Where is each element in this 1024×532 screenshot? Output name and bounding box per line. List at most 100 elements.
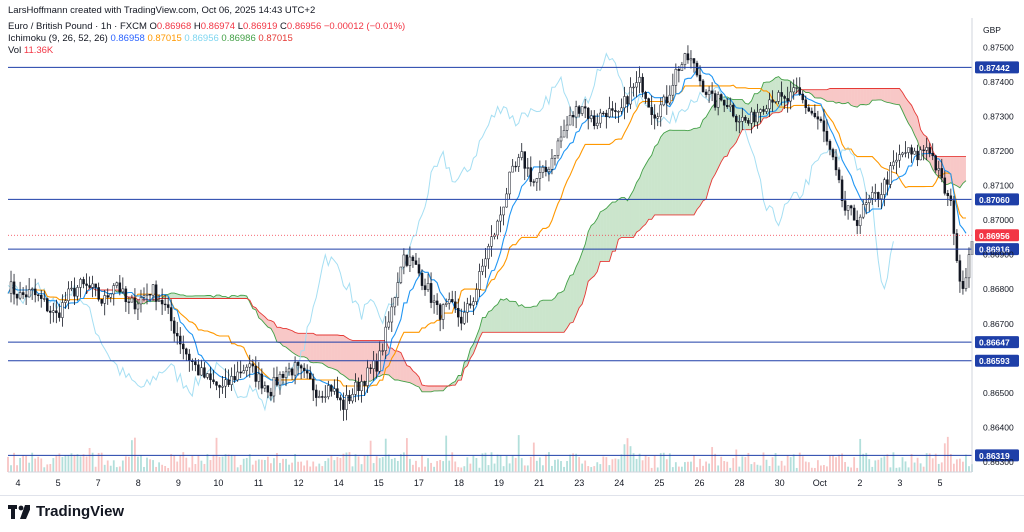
symbol-name[interactable]: Euro / British Pound · 1h · FXCM [8, 21, 147, 32]
candle-body [64, 300, 67, 303]
candle-body [496, 220, 499, 236]
volume-bar [421, 455, 423, 472]
candle-body [629, 86, 632, 105]
volume-bar [82, 454, 85, 472]
cloud-segment [854, 88, 858, 108]
candle-body [293, 362, 297, 376]
candle-body [399, 266, 403, 283]
candle-body [266, 385, 270, 393]
candle-body [466, 303, 469, 313]
candle-body [508, 171, 511, 195]
volume-bar [46, 464, 49, 472]
y-tick-label: 0.87000 [983, 215, 1014, 225]
candle-body [490, 236, 493, 247]
volume-bar [841, 453, 843, 472]
candle-body [589, 115, 593, 119]
candle-body [438, 304, 442, 320]
cloud-segment [627, 195, 631, 238]
volume-bar [424, 466, 426, 472]
cloud-segment [358, 340, 362, 383]
candle-body [109, 293, 112, 298]
candle-body [807, 107, 811, 112]
volume-bar [134, 437, 136, 472]
cloud-segment [908, 101, 912, 129]
candle-body [318, 396, 321, 398]
candle-body [611, 108, 614, 111]
volume-bar [617, 459, 620, 472]
cloud-segment [666, 130, 670, 215]
candle-body [236, 371, 239, 381]
candle-body [937, 168, 941, 171]
cloud-segment [947, 156, 951, 185]
candle-body [922, 149, 925, 151]
level-price-tag [975, 354, 1019, 367]
volume-bar [750, 464, 753, 472]
cloud-segment [594, 218, 598, 276]
ichimoku-label[interactable]: Ichimoku (9, 26, 52, 26) [8, 33, 108, 44]
volume-bar [789, 457, 792, 472]
cloud-segment [651, 146, 655, 220]
cloud-segment [630, 190, 634, 238]
candle-body [224, 379, 227, 387]
symbol-legend[interactable]: Euro / British Pound · 1h · FXCM O0.8696… [8, 21, 405, 32]
volume-bar [747, 452, 750, 472]
volume-bar [288, 464, 290, 472]
level-price-label: 0.86319 [979, 451, 1010, 461]
volume-bar [427, 458, 429, 472]
volume-bar [396, 460, 399, 472]
volume-bar [804, 461, 807, 472]
candle-body [408, 256, 412, 266]
candle-body [499, 214, 502, 222]
volume-bar [221, 456, 224, 472]
level-price-label: 0.86647 [979, 338, 1010, 348]
volume-bar [569, 454, 571, 472]
cloud-segment [270, 320, 274, 334]
volume-bar [702, 465, 704, 472]
volume-bar [572, 453, 575, 472]
candle-body [172, 320, 176, 334]
cloud-segment [814, 89, 818, 99]
cloud-segment [400, 352, 404, 382]
volume-bar [285, 458, 287, 472]
x-tick-label: 25 [654, 478, 664, 488]
candle-body [287, 368, 291, 373]
volume-legend[interactable]: Vol 11.36K [8, 45, 53, 56]
candle-body [750, 111, 753, 124]
volume-bar [13, 452, 15, 472]
candle-body [677, 69, 681, 71]
volume-label[interactable]: Vol [8, 45, 22, 56]
candle-body [248, 363, 252, 368]
candle-body [429, 283, 433, 303]
axes: GBP0.875000.874000.873000.872000.871000.… [0, 18, 1024, 496]
volume-bar [233, 455, 236, 472]
candle-body [783, 96, 786, 99]
candle-body [221, 385, 224, 388]
x-tick-label: 26 [694, 478, 704, 488]
ichimoku-legend[interactable]: Ichimoku (9, 26, 52, 26) 0.86958 0.87015… [8, 33, 293, 44]
volume-bar [130, 440, 133, 472]
volume-bar [892, 452, 895, 472]
cloud-segment [310, 333, 314, 363]
candle-body [148, 293, 152, 296]
cloud-segment [267, 319, 271, 329]
volume-bar [502, 466, 505, 472]
candle-body [345, 394, 348, 410]
tradingview-logo[interactable]: TradingView [8, 503, 124, 520]
cloud-segment [600, 210, 604, 262]
candle-body [834, 156, 838, 171]
volume-bar [185, 457, 188, 472]
volume-bar [70, 453, 73, 472]
cloud-segment [857, 88, 861, 108]
cloud-segment [346, 337, 350, 380]
candle-body [861, 204, 865, 218]
candle-body [15, 294, 19, 299]
kijun-sen-line [7, 84, 966, 387]
candle-body [568, 115, 572, 126]
candle-body [115, 282, 119, 286]
candle-body [369, 367, 372, 369]
volume-bar [191, 455, 194, 472]
volume-bar [677, 466, 680, 472]
candle-body [650, 107, 653, 115]
volume-bar [665, 459, 668, 472]
cloud-segment [721, 96, 725, 162]
